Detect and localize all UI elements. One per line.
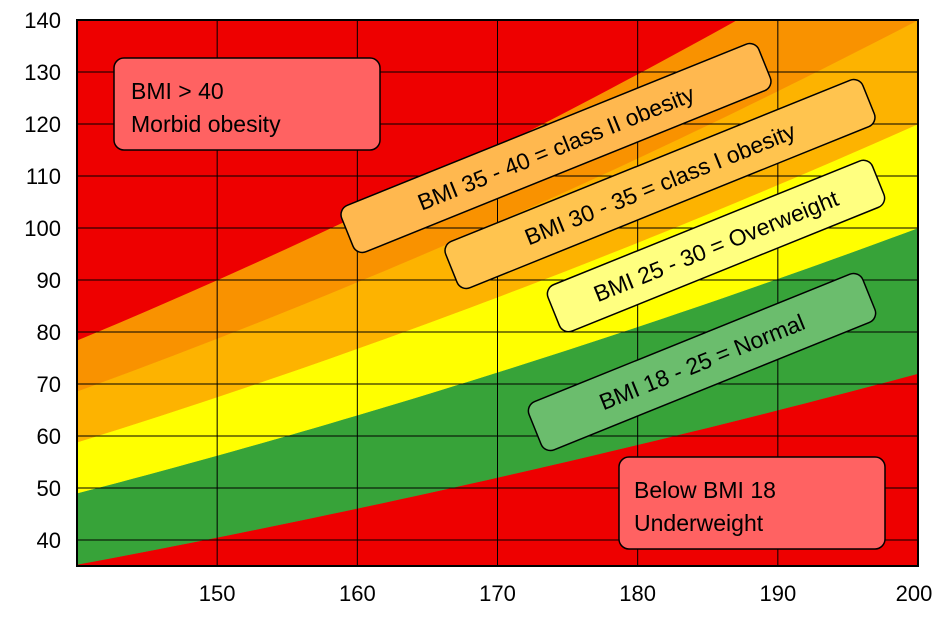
zone-label-box bbox=[113, 57, 381, 151]
zone-label-morbid: BMI > 40 Morbid obesity bbox=[113, 57, 381, 151]
zone-label-box bbox=[527, 272, 877, 452]
y-tick-label: 50 bbox=[37, 476, 61, 501]
y-axis-ticks: 40 50 60 70 80 90 100 110 120 130 140 bbox=[24, 8, 61, 553]
x-tick-label: 160 bbox=[339, 581, 376, 606]
zone-label-box bbox=[444, 78, 876, 290]
y-tick-label: 130 bbox=[24, 60, 61, 85]
y-tick-label: 90 bbox=[37, 268, 61, 293]
zone-label-text: Morbid obesity bbox=[131, 111, 281, 137]
y-tick-label: 70 bbox=[37, 372, 61, 397]
zone-label-box bbox=[618, 456, 886, 550]
x-tick-label: 170 bbox=[479, 581, 516, 606]
y-tick-label: 80 bbox=[37, 320, 61, 345]
zone-label-text: Underweight bbox=[634, 510, 764, 536]
x-tick-label: 190 bbox=[759, 581, 796, 606]
y-tick-label: 110 bbox=[26, 164, 61, 189]
zone-label-box bbox=[340, 42, 772, 254]
y-tick-label: 120 bbox=[24, 112, 61, 137]
zone-label-underweight: Below BMI 18 Underweight bbox=[618, 456, 886, 550]
y-tick-label: 140 bbox=[24, 8, 61, 33]
zone-label-text: BMI > 40 bbox=[131, 78, 224, 104]
zone-label-text: Below BMI 18 bbox=[634, 477, 776, 503]
y-tick-label: 60 bbox=[37, 424, 61, 449]
y-tick-label: 40 bbox=[37, 528, 61, 553]
x-tick-label: 180 bbox=[619, 581, 656, 606]
y-tick-label: 100 bbox=[24, 216, 61, 241]
x-tick-label: 200 bbox=[896, 581, 933, 606]
zone-label-box bbox=[546, 159, 886, 333]
x-tick-label: 150 bbox=[199, 581, 236, 606]
x-axis-ticks: 150 160 170 180 190 200 bbox=[199, 581, 933, 606]
plot-frame bbox=[76, 19, 919, 567]
